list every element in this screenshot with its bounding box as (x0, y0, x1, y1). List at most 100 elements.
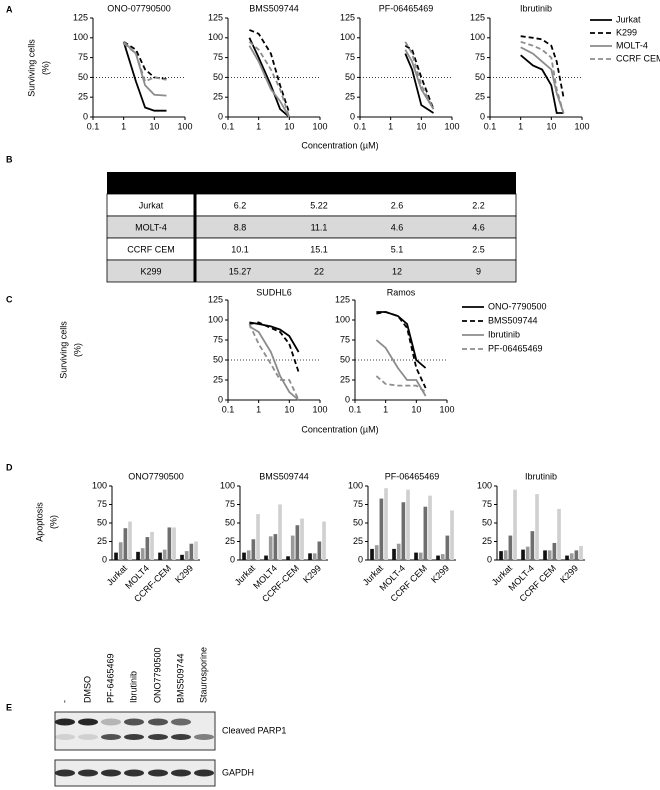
subplot-title: BMS509744 (259, 471, 309, 481)
series-line (248, 37, 290, 118)
bar (136, 551, 140, 560)
lane-label: ONO7790500 (152, 647, 162, 703)
table-cell: 5.22 (310, 200, 328, 210)
bar (150, 531, 154, 560)
lane-label: DMSO (82, 676, 92, 703)
panel-label: E (6, 702, 12, 712)
x-tick-label: 1 (256, 121, 261, 131)
x-tick-label: 100 (177, 121, 192, 131)
y-axis-label: Apoptosis (34, 502, 44, 542)
table-cell: 4.6 (472, 222, 485, 232)
y-tick-label: 75 (225, 499, 235, 509)
table-cell: 5.1 (391, 244, 404, 254)
y-axis-label: (%) (72, 343, 82, 357)
series-line (248, 41, 291, 118)
table-cell: 10.1 (231, 244, 249, 254)
series-line (376, 311, 427, 369)
y-tick-label: 25 (475, 92, 485, 102)
bar (569, 553, 574, 560)
series-line (248, 323, 300, 401)
bar (194, 541, 198, 560)
bar (414, 552, 418, 560)
band (124, 718, 144, 726)
table-cell: 12 (392, 266, 402, 276)
y-tick-label: 75 (482, 499, 492, 509)
table-header: BMS509744 (454, 178, 504, 188)
axis (227, 300, 320, 401)
y-tick-label: 25 (97, 536, 107, 546)
band (78, 769, 98, 777)
series-line (520, 54, 564, 114)
band-label: Cleaved PARP1 (222, 725, 286, 735)
bar (118, 542, 123, 560)
band (171, 734, 191, 740)
bar (264, 555, 268, 560)
bar (525, 546, 530, 560)
bar (418, 552, 423, 560)
y-tick-label: 25 (213, 92, 223, 102)
band (171, 769, 191, 777)
x-axis-label: Concentration (µM) (301, 140, 378, 150)
bar (278, 504, 282, 560)
bar (251, 539, 256, 560)
axis (359, 18, 452, 118)
table-cell: Jurkat (139, 200, 164, 210)
bar (167, 527, 172, 560)
bar (552, 542, 557, 560)
x-tick-label: 100 (574, 121, 589, 131)
bar (508, 535, 513, 560)
bar (242, 552, 246, 560)
bar (123, 528, 128, 560)
x-tick-label: 1 (518, 121, 523, 131)
band (194, 769, 214, 777)
bar (128, 521, 132, 560)
x-tick-label: 100 (312, 404, 327, 414)
y-tick-label: 25 (213, 374, 223, 384)
bar (428, 495, 432, 560)
y-tick-label: 75 (353, 499, 363, 509)
y-tick-label: 0 (480, 111, 485, 121)
table-row-bg (106, 259, 517, 283)
x-tick-label: 10 (284, 121, 294, 131)
x-tick-label: 10 (546, 121, 556, 131)
bar (180, 554, 184, 560)
y-tick-label: 0 (487, 554, 492, 564)
bar (396, 543, 401, 560)
band (124, 734, 144, 740)
y-axis-label: (%) (40, 61, 50, 75)
x-tick-label: K299 (173, 563, 195, 585)
band (194, 734, 214, 740)
x-tick-label: K299 (301, 563, 323, 585)
series-line (520, 40, 565, 114)
table-cell: 4.6 (391, 222, 404, 232)
y-tick-label: 50 (213, 72, 223, 82)
y-axis-label: Surviving cells (58, 321, 68, 379)
x-tick-label: 1 (121, 121, 126, 131)
y-tick-label: 25 (225, 536, 235, 546)
y-tick-label: 125 (208, 294, 223, 304)
bar (290, 535, 295, 560)
table-cell: 15.27 (229, 266, 252, 276)
y-tick-label: 100 (477, 480, 492, 490)
series-line (375, 339, 427, 397)
y-axis-label: (%) (48, 515, 58, 529)
series-line (520, 46, 565, 114)
lane-label: - (59, 700, 69, 703)
y-tick-label: 100 (348, 480, 363, 490)
series-line (249, 29, 291, 114)
series-line (122, 41, 167, 112)
y-tick-label: 25 (78, 92, 88, 102)
bar (565, 555, 569, 560)
series-line (376, 311, 427, 389)
band (124, 769, 144, 777)
bar (114, 552, 118, 560)
y-tick-label: 125 (208, 12, 223, 22)
y-tick-label: 50 (78, 72, 88, 82)
table-cell: 8.8 (234, 222, 247, 232)
bar (300, 518, 304, 560)
bar (445, 535, 450, 560)
x-tick-label: 10 (149, 121, 159, 131)
series-line (404, 44, 435, 110)
y-tick-label: 25 (353, 536, 363, 546)
x-tick-label: 0.1 (484, 121, 497, 131)
